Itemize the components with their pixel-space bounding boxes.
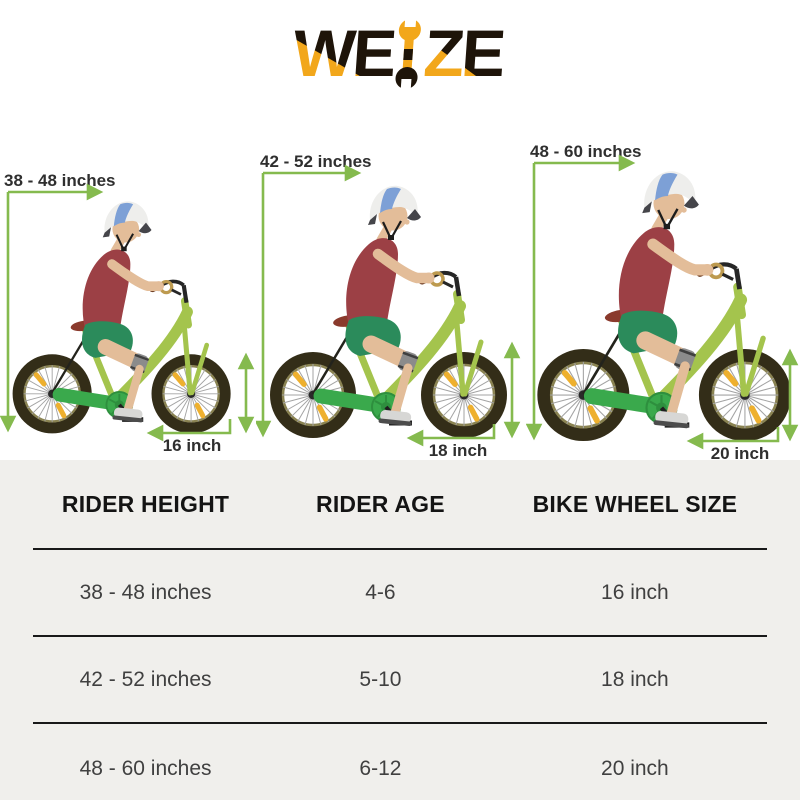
brand-wordmark-right: ZE	[422, 17, 506, 91]
cell-wheel-size: 18 inch	[601, 667, 669, 691]
rider-height-label: 38 - 48 inches	[4, 171, 116, 190]
bike-size-panels: 38 - 48 inches 16 inch 42 - 52 inches 18…	[0, 130, 800, 460]
wheel-size-arrow	[146, 419, 232, 442]
brand-wordmark-left: WE	[294, 17, 397, 91]
bike-panel-18-inch: 42 - 52 inches 18 inch	[256, 152, 521, 460]
wheel-size-label: 18 inch	[429, 441, 488, 460]
header-bike-wheel-size: BIKE WHEEL SIZE	[532, 490, 738, 517]
cell-rider-height: 48 - 60 inches	[79, 757, 212, 780]
rider-height-label: 42 - 52 inches	[260, 152, 372, 171]
brand-logo: WE ZE	[294, 14, 506, 93]
cell-rider-height: 42 - 52 inches	[79, 667, 212, 691]
cell-rider-height: 38 - 48 inches	[79, 580, 212, 604]
table-row: 42 - 52 inches 5-10 18 inch	[33, 635, 767, 722]
header-rider-height: RIDER HEIGHT	[61, 490, 230, 517]
table-header-row: RIDER HEIGHT RIDER AGE BIKE WHEEL SIZE	[33, 460, 767, 548]
bike-panel-16-inch: 38 - 48 inches 16 inch	[0, 171, 255, 455]
logo-row: WE ZE	[0, 0, 800, 130]
bike-illustration	[18, 201, 225, 427]
bike-panel-20-inch: 48 - 60 inches 20 inch	[526, 142, 799, 460]
wheel-size-arrow	[686, 427, 780, 450]
cell-rider-age: 5-10	[359, 667, 402, 691]
table-row: 38 - 48 inches 4-6 16 inch	[33, 548, 767, 635]
size-chart-table: RIDER HEIGHT RIDER AGE BIKE WHEEL SIZE 3…	[0, 460, 800, 800]
cell-rider-age: 4-6	[365, 580, 396, 604]
wrench-icon	[395, 14, 421, 93]
table-row: 48 - 60 inches 6-12 20 inch	[33, 722, 767, 800]
cell-rider-age: 6-12	[359, 757, 402, 780]
wheel-size-arrow	[406, 424, 496, 447]
wheel-size-label: 20 inch	[711, 444, 770, 460]
bike-illustration	[544, 171, 785, 434]
header-rider-age: RIDER AGE	[316, 490, 445, 517]
cell-wheel-size: 16 inch	[601, 580, 669, 604]
wheel-size-label: 16 inch	[163, 436, 222, 455]
cell-wheel-size: 20 inch	[601, 757, 669, 780]
bike-illustration	[276, 186, 501, 432]
rider-height-arrow	[526, 154, 636, 441]
rider-height-arrow	[256, 164, 362, 438]
rider-height-arrow	[0, 183, 104, 433]
rider-height-label: 48 - 60 inches	[530, 142, 642, 161]
